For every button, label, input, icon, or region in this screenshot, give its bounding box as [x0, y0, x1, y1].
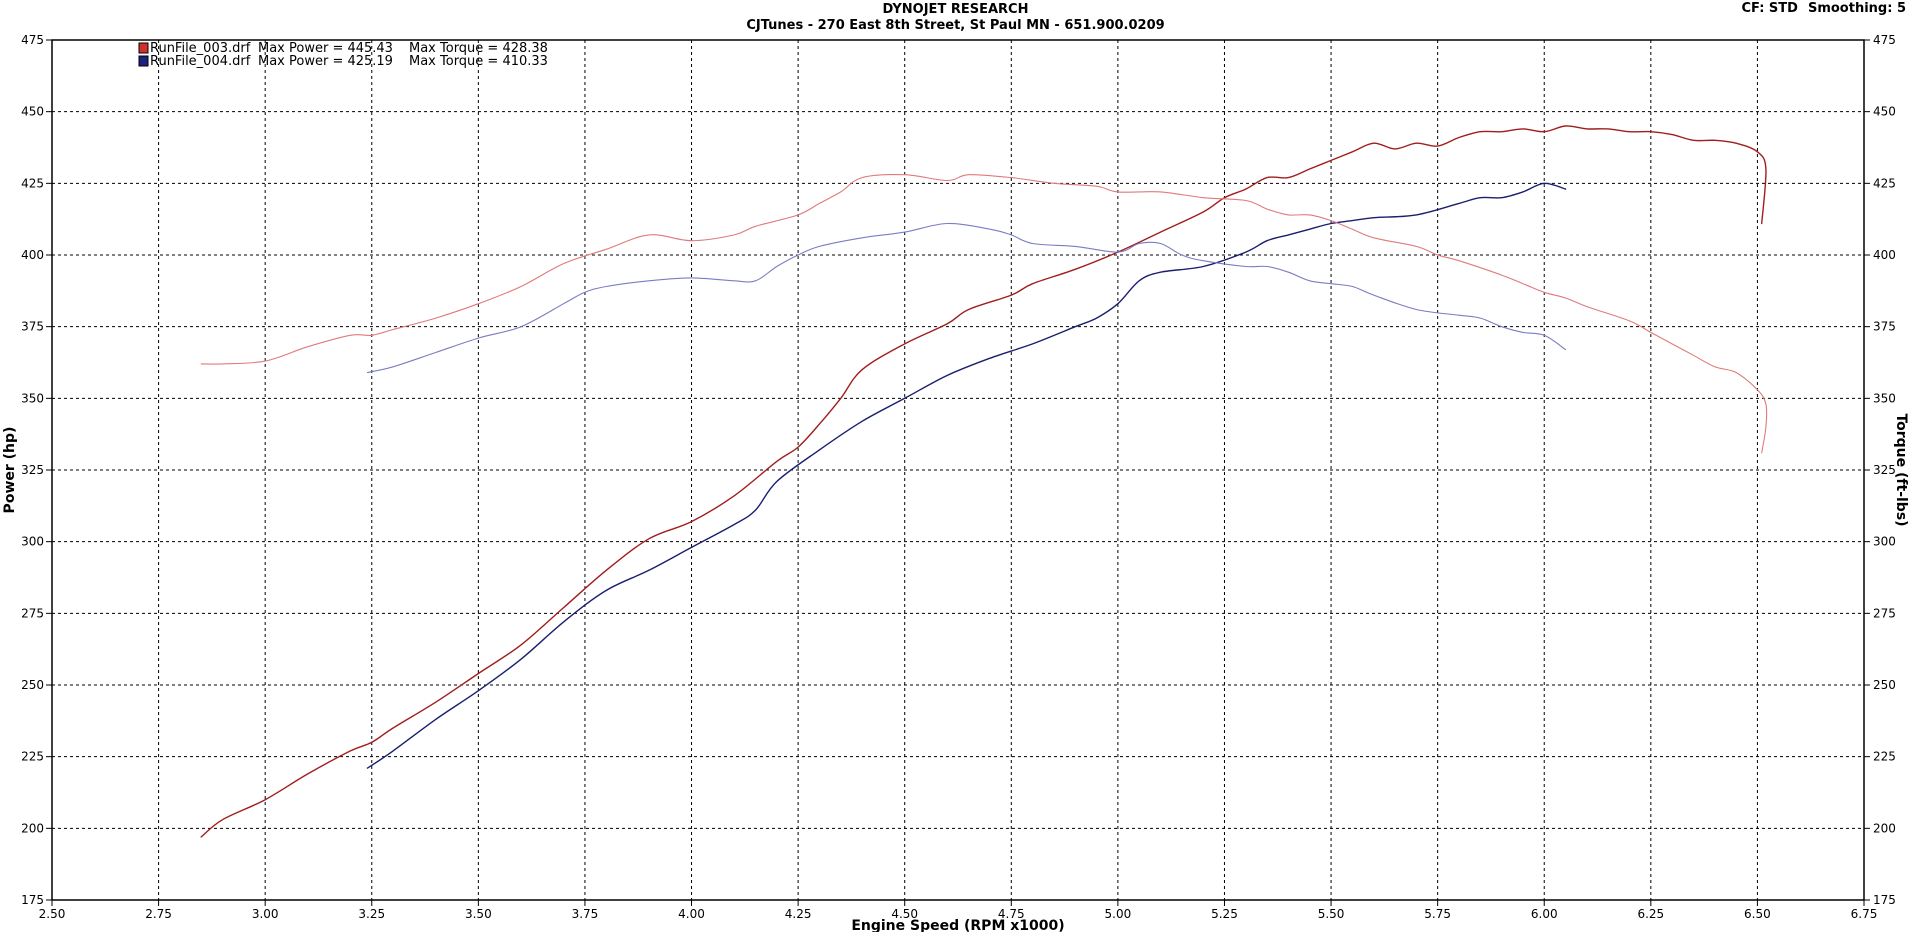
x-tick-label: 4.50: [891, 907, 918, 921]
y-tick-label-left: 350: [21, 391, 44, 405]
x-tick-label: 3.75: [572, 907, 599, 921]
y-tick-label-right: 200: [1873, 821, 1896, 835]
y-tick-label-right: 450: [1873, 105, 1896, 119]
y-tick-label-left: 225: [21, 750, 44, 764]
y-tick-label-left: 250: [21, 678, 44, 692]
y-tick-label-right: 225: [1873, 750, 1896, 764]
x-tick-label: 6.25: [1637, 907, 1664, 921]
x-tick-label: 6.50: [1744, 907, 1771, 921]
y-tick-label-right: 250: [1873, 678, 1896, 692]
series-runfile-003-drf-power: [200, 125, 1767, 838]
x-tick-label: 6.75: [1851, 907, 1878, 921]
correction-factor-label: CF: STD: [1741, 1, 1798, 16]
x-tick-label: 3.25: [358, 907, 385, 921]
y-tick-label-right: 400: [1873, 248, 1896, 262]
x-tick-label: 3.50: [465, 907, 492, 921]
legend-max-power: Max Power = 445.43: [258, 41, 393, 56]
y-tick-label-left: 400: [21, 248, 44, 262]
y-tick-label-right: 475: [1873, 33, 1896, 47]
y-tick-label-left: 375: [21, 320, 44, 334]
y-tick-label-right: 275: [1873, 606, 1896, 620]
x-tick-label: 3.00: [252, 907, 279, 921]
legend-swatch: [138, 42, 149, 54]
x-axis-label: Engine Speed (RPM x1000): [851, 918, 1064, 932]
series-runfile-003-drf-torque: [200, 174, 1768, 454]
legend-swatch: [138, 55, 149, 67]
y-tick-label-right: 300: [1873, 535, 1896, 549]
series-runfile-004-drf-torque: [366, 222, 1567, 374]
legend-file-name: RunFile_003.drf: [150, 41, 251, 56]
y-tick-label-left: 425: [21, 176, 44, 190]
y-tick-label-left: 275: [21, 606, 44, 620]
x-tick-label: 5.50: [1318, 907, 1345, 921]
x-tick-label: 5.25: [1211, 907, 1238, 921]
legend-max-torque: Max Torque = 410.33: [409, 54, 548, 69]
legend-max-torque: Max Torque = 428.38: [409, 41, 548, 56]
smoothing-label: Smoothing: 5: [1807, 1, 1906, 16]
legend-max-power: Max Power = 425.19: [258, 54, 393, 69]
y-tick-label-right: 425: [1873, 176, 1896, 190]
y-axis-label-right: Torque (ft-lbs): [1893, 413, 1909, 526]
series-runfile-004-drf-power: [366, 182, 1567, 769]
y-tick-label-left: 475: [21, 33, 44, 47]
x-tick-label: 4.00: [678, 907, 705, 921]
x-tick-label: 4.75: [998, 907, 1025, 921]
y-axis-label-left: Power (hp): [2, 427, 18, 514]
x-tick-label: 2.50: [39, 907, 66, 921]
y-tick-label-right: 375: [1873, 320, 1896, 334]
y-tick-label-left: 300: [21, 535, 44, 549]
x-tick-label: 5.00: [1105, 907, 1132, 921]
chart-subtitle: CJTunes - 270 East 8th Street, St Paul M…: [746, 18, 1165, 33]
y-tick-label-right: 350: [1873, 391, 1896, 405]
chart-title: DYNOJET RESEARCH: [882, 2, 1029, 17]
x-tick-label: 6.00: [1531, 907, 1558, 921]
legend-file-name: RunFile_004.drf: [150, 54, 251, 69]
y-tick-label-right: 175: [1873, 893, 1896, 907]
x-tick-label: 5.75: [1424, 907, 1451, 921]
y-tick-label-left: 325: [21, 463, 44, 477]
x-tick-label: 4.25: [785, 907, 812, 921]
x-tick-label: 2.75: [145, 907, 172, 921]
y-tick-label-left: 450: [21, 105, 44, 119]
settings-readout: CF: STD Smoothing: 5: [1742, 1, 1907, 16]
y-tick-label-left: 175: [21, 893, 44, 907]
y-tick-label-left: 200: [21, 821, 44, 835]
y-tick-label-right: 325: [1873, 463, 1896, 477]
